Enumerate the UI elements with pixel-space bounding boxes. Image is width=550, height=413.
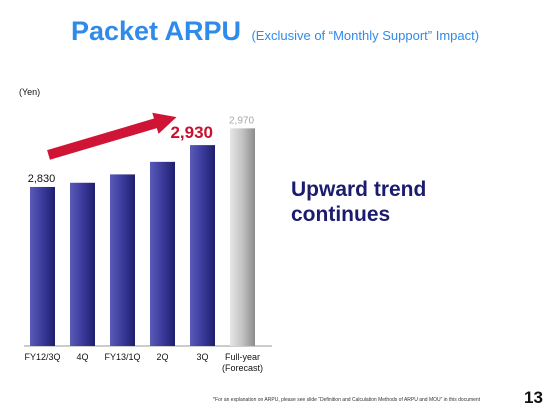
bar-1 xyxy=(30,186,55,346)
data-label-highlight: 2,930 xyxy=(170,123,213,142)
x-tick-label: 4Q xyxy=(76,352,88,362)
callout-line-2: continues xyxy=(291,203,391,226)
callout-line-1: Upward trend xyxy=(291,178,427,201)
callout-text: Upward trend continues xyxy=(291,177,426,227)
bar-2 xyxy=(70,182,95,346)
trend-arrow xyxy=(47,112,177,160)
footnote: *For an explanation on ARPU, please see … xyxy=(213,397,481,403)
x-tick-label: FY12/3Q xyxy=(24,352,60,362)
x-tick-label: Full-year (Forecast) xyxy=(222,352,263,373)
bar-forecast xyxy=(230,128,255,346)
data-label: 2,830 xyxy=(28,173,56,185)
bar-4 xyxy=(150,161,175,346)
x-tick-label: 3Q xyxy=(196,352,208,362)
title-main: Packet ARPU xyxy=(70,16,242,46)
title-subtitle: (Exclusive of “Monthly Support” Impact) xyxy=(251,28,480,43)
bar-3 xyxy=(110,174,135,346)
page-number: 13 xyxy=(524,388,543,407)
x-tick-label: FY13/1Q xyxy=(104,352,140,362)
bar-5 xyxy=(190,145,215,346)
x-tick-label: 2Q xyxy=(156,352,168,362)
trend-arrow-shape xyxy=(47,112,177,160)
slide-title: Packet ARPU (Exclusive of “Monthly Suppo… xyxy=(0,16,550,47)
unit-label: (Yen) xyxy=(19,87,41,97)
data-label-forecast: 2,970 xyxy=(229,115,254,126)
